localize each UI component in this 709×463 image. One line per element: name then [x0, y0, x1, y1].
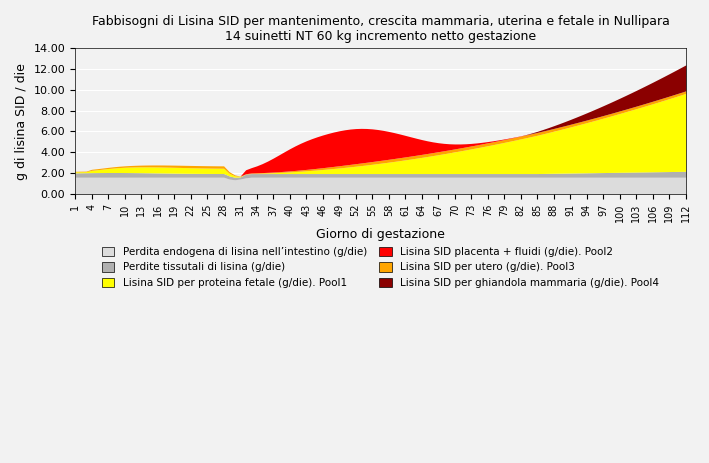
Legend: Perdita endogena di lisina nell’intestino (g/die), Perdite tissutali di lisina (: Perdita endogena di lisina nell’intestin…: [98, 243, 664, 292]
Y-axis label: g di lisina SID / die: g di lisina SID / die: [15, 63, 28, 180]
X-axis label: Giorno di gestazione: Giorno di gestazione: [316, 228, 445, 241]
Title: Fabbisogni di Lisina SID per mantenimento, crescita mammaria, uterina e fetale i: Fabbisogni di Lisina SID per manteniment…: [91, 15, 669, 43]
